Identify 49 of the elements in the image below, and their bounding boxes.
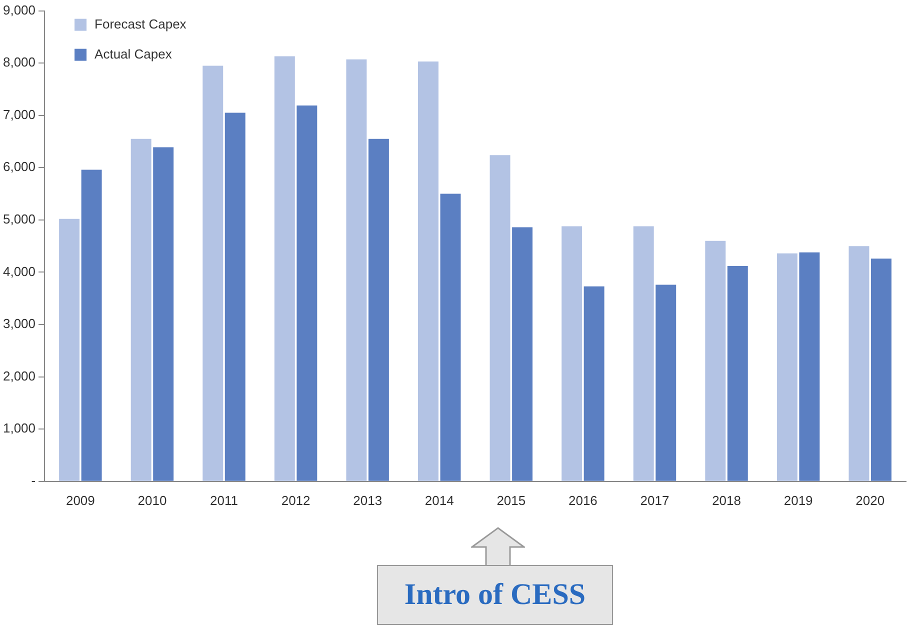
bar	[418, 62, 438, 481]
bar	[346, 59, 367, 481]
bar	[656, 284, 676, 481]
x-tick-label: 2014	[424, 492, 454, 508]
bar	[799, 252, 820, 481]
bar	[130, 138, 152, 481]
y-tick-label: 4,000	[2, 264, 36, 279]
y-tick-label: 5,000	[2, 212, 36, 227]
bar	[512, 227, 533, 481]
x-tick-label: 2011	[210, 492, 238, 508]
x-tick-label: 2012	[281, 492, 310, 508]
x-tick-label: 2019	[784, 492, 813, 508]
bar	[81, 170, 102, 481]
bar	[584, 286, 604, 481]
bar	[705, 240, 726, 481]
x-tick-label: 2018	[712, 492, 741, 508]
bar	[776, 253, 798, 481]
bar	[848, 246, 870, 481]
x-tick-label: 2009	[66, 492, 95, 508]
bar	[562, 226, 582, 481]
bar	[59, 218, 80, 481]
y-tick-label: 2,000	[2, 368, 36, 384]
y-tick-label: 3,000	[2, 316, 36, 332]
x-tick-label: 2015	[496, 492, 526, 508]
bar	[727, 266, 748, 481]
bar	[870, 258, 892, 481]
x-tick-label: 2010	[138, 492, 167, 508]
bar	[202, 66, 224, 481]
legend-label: Actual Capex	[94, 46, 172, 62]
y-tick-label: 6,000	[2, 159, 36, 174]
x-tick-label: 2016	[568, 492, 598, 508]
x-tick-label: 2017	[640, 492, 670, 508]
x-tick-label: 2013	[353, 492, 382, 508]
bar	[490, 155, 510, 481]
bar	[368, 138, 389, 481]
y-tick-label: 8,000	[2, 54, 36, 70]
bar	[296, 105, 318, 481]
legend-label: Forecast Capex	[94, 16, 187, 32]
bar	[224, 112, 246, 481]
bar	[633, 226, 654, 481]
text: Intro of CESS	[377, 565, 613, 625]
y-tick-label: 7,000	[2, 106, 36, 122]
bar	[274, 56, 295, 481]
y-tick-label: -	[31, 472, 36, 488]
y-tick-label: 1,000	[2, 420, 36, 436]
bar	[153, 147, 174, 481]
x-tick-label: 2020	[856, 492, 885, 508]
y-tick-label: 9,000	[2, 2, 36, 18]
bar	[440, 194, 461, 481]
